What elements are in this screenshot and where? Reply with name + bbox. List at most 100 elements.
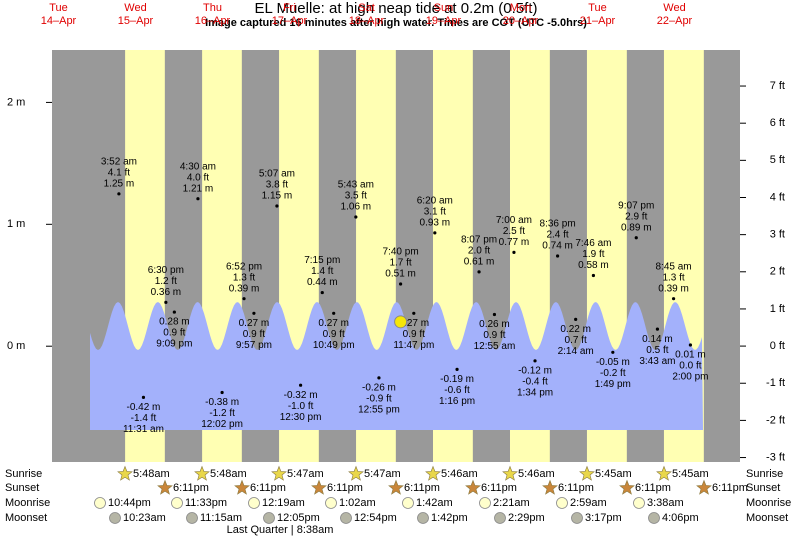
tide-label: 7:00 am: [496, 215, 532, 226]
tide-label: 0.58 m: [578, 260, 609, 271]
tide-point: [477, 270, 481, 274]
sunset-icon: [696, 479, 712, 495]
tide-label: 5:07 am: [259, 169, 295, 180]
tide-point: [275, 204, 279, 208]
day-date: 18–Apr: [349, 15, 385, 27]
moonset-icon: [186, 512, 198, 524]
tide-label: 6:30 pm: [148, 265, 184, 276]
row-label: Moonset: [5, 512, 47, 524]
tide-point: [320, 290, 324, 295]
tide-point: [196, 197, 200, 201]
tide-label: 2.4 ft: [546, 230, 568, 241]
tide-label: 6:52 pm: [226, 261, 262, 272]
tide-label: 3:43 am: [639, 356, 675, 367]
tide-label: 4:30 am: [180, 161, 216, 172]
current-level: [394, 315, 408, 329]
row-label: Moonrise: [5, 497, 50, 509]
moonrise-icon: [633, 497, 645, 509]
tide-label: 0.01 m: [675, 350, 706, 361]
tide-label: -1.2 ft: [209, 408, 235, 419]
day-date: 14–Apr: [41, 15, 77, 27]
tide-label: 0.61 m: [464, 256, 495, 267]
row-time: 1:42pm: [431, 512, 468, 524]
tide-label: 9:09 pm: [156, 339, 192, 350]
tide-label: 2.5 ft: [503, 226, 525, 237]
tide-label: 5:43 am: [338, 180, 374, 191]
tide-label: 3.5 ft: [345, 191, 367, 202]
tide-label: 2.0 ft: [468, 245, 490, 256]
tide-label: 1:49 pm: [595, 379, 631, 390]
tide-label: 1.06 m: [341, 202, 372, 213]
y-tick-label: 2 m: [7, 96, 25, 108]
tide-label: 0.5 ft: [646, 345, 668, 356]
tide-label: 0.9 ft: [243, 329, 265, 340]
tide-label: 2.9 ft: [625, 211, 647, 222]
moonrise-icon: [325, 497, 337, 509]
tide-label: -0.32 m: [284, 390, 318, 401]
tide-label: 0.7 ft: [565, 335, 587, 346]
tide-area: [90, 302, 703, 430]
tide-point: [220, 390, 224, 395]
tide-label: 1.3 ft: [233, 272, 255, 283]
tide-label: -0.6 ft: [444, 385, 470, 396]
row-time: 5:48am: [133, 468, 170, 480]
tide-point: [512, 250, 516, 254]
tide-label: 1.15 m: [262, 191, 293, 202]
y2-tick-label: 2 ft: [770, 266, 785, 278]
tide-label: 12:02 pm: [201, 419, 243, 430]
y2-tick-label: 5 ft: [770, 154, 785, 166]
day-name: Mon: [510, 2, 531, 14]
sunset-icon: [311, 479, 327, 495]
tide-label: 6:20 am: [417, 195, 453, 206]
tide-label: 1:16 pm: [439, 396, 475, 407]
tide-point: [398, 282, 403, 286]
day-name: Thu: [203, 2, 222, 14]
tide-label: 11:47 pm: [393, 340, 434, 351]
tide-label: 2:00 pm: [672, 372, 708, 383]
moonset-icon: [109, 512, 121, 524]
tide-label: -0.19 m: [440, 374, 474, 385]
tide-label: -1.4 ft: [131, 413, 157, 424]
day-date: 21–Apr: [580, 15, 616, 27]
row-time: 6:11pm: [250, 482, 286, 494]
day-date: 22–Apr: [657, 15, 693, 27]
tide-point: [141, 395, 146, 399]
y2-tick-label: 0 ft: [770, 340, 785, 352]
tide-point: [611, 350, 615, 354]
row-time: 5:48am: [210, 468, 247, 480]
tide-point: [574, 317, 578, 321]
sunrise-icon: [117, 465, 133, 481]
row-time: 6:11pm: [173, 482, 209, 494]
day-date: 19–Apr: [426, 15, 462, 27]
day-date: 16–Apr: [195, 15, 231, 27]
moonrise-icon: [171, 497, 183, 509]
day-name: Sat: [358, 2, 375, 14]
tide-label: 3.8 ft: [266, 180, 288, 191]
tide-label: 1.3 ft: [662, 272, 684, 283]
row-time: 6:11pm: [712, 482, 748, 494]
row-time: 3:17pm: [585, 512, 622, 524]
row-time: 6:11pm: [327, 482, 363, 494]
tide-label: 0.9 ft: [403, 329, 425, 340]
tide-point: [433, 231, 437, 235]
tide-label: -0.4 ft: [522, 376, 548, 387]
tide-point: [117, 192, 121, 196]
tide-label: 0.22 m: [560, 324, 591, 335]
tide-point: [299, 383, 303, 387]
moonset-icon: [648, 512, 660, 524]
row-time: 2:21am: [493, 497, 530, 509]
tide-label: 9:07 pm: [618, 200, 654, 211]
row-label: Sunset: [5, 482, 39, 494]
row-time: 10:23am: [123, 512, 166, 524]
tide-point: [252, 311, 256, 315]
tide-point: [492, 312, 497, 317]
tide-label: 0.0 ft: [679, 361, 701, 372]
tide-label: 0.26 m: [479, 319, 510, 330]
row-label: Sunrise: [746, 468, 783, 480]
row-time: 1:42am: [416, 497, 453, 509]
row-label: Sunset: [746, 482, 780, 494]
tide-point: [354, 215, 358, 219]
sunrise-icon: [271, 465, 287, 481]
tide-label: 9:57 pm: [236, 340, 272, 351]
